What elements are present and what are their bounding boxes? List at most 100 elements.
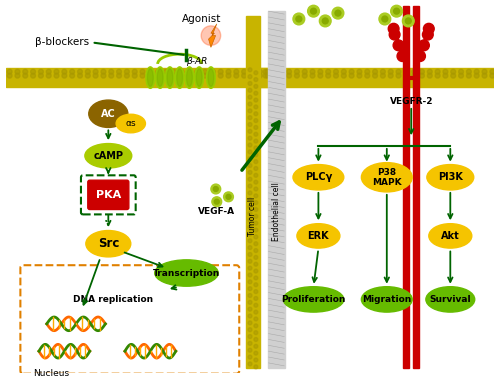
Text: β-AR: β-AR xyxy=(186,57,207,66)
Circle shape xyxy=(254,139,258,143)
Circle shape xyxy=(248,184,252,188)
Circle shape xyxy=(224,192,234,202)
Circle shape xyxy=(172,69,176,74)
Ellipse shape xyxy=(176,67,184,89)
Text: Akt: Akt xyxy=(441,231,460,241)
Circle shape xyxy=(254,365,258,369)
Circle shape xyxy=(254,255,258,259)
Circle shape xyxy=(390,5,402,17)
Circle shape xyxy=(202,69,207,74)
Circle shape xyxy=(86,73,90,78)
Text: PI3K: PI3K xyxy=(438,172,462,182)
Circle shape xyxy=(258,69,262,74)
Circle shape xyxy=(248,130,252,133)
Ellipse shape xyxy=(85,144,132,168)
Circle shape xyxy=(372,69,378,74)
Circle shape xyxy=(242,73,246,78)
Circle shape xyxy=(326,73,330,78)
Circle shape xyxy=(15,73,20,78)
Circle shape xyxy=(248,355,252,359)
Circle shape xyxy=(7,69,12,74)
Circle shape xyxy=(234,73,239,78)
Circle shape xyxy=(279,73,283,78)
Circle shape xyxy=(248,314,252,318)
Circle shape xyxy=(214,199,219,204)
Circle shape xyxy=(279,69,283,74)
Circle shape xyxy=(248,109,252,113)
Ellipse shape xyxy=(206,67,216,89)
Circle shape xyxy=(187,73,192,78)
Circle shape xyxy=(242,69,246,74)
Circle shape xyxy=(406,18,411,24)
Circle shape xyxy=(248,348,252,352)
Circle shape xyxy=(254,160,258,163)
Circle shape xyxy=(420,73,424,78)
Circle shape xyxy=(254,105,258,109)
Circle shape xyxy=(254,262,258,266)
Circle shape xyxy=(210,73,216,78)
Circle shape xyxy=(458,73,464,78)
Circle shape xyxy=(86,69,90,74)
Bar xyxy=(246,16,260,368)
Circle shape xyxy=(254,180,258,184)
Circle shape xyxy=(201,26,220,45)
Circle shape xyxy=(342,73,346,78)
Circle shape xyxy=(23,69,28,74)
Circle shape xyxy=(248,328,252,332)
Circle shape xyxy=(248,218,252,222)
Circle shape xyxy=(132,69,137,74)
Circle shape xyxy=(254,173,258,177)
Circle shape xyxy=(78,69,82,74)
Circle shape xyxy=(248,239,252,243)
Circle shape xyxy=(234,69,239,74)
Circle shape xyxy=(254,132,258,136)
Circle shape xyxy=(254,358,258,362)
Circle shape xyxy=(254,283,258,287)
Circle shape xyxy=(248,143,252,147)
Circle shape xyxy=(54,73,59,78)
Circle shape xyxy=(248,252,252,256)
Circle shape xyxy=(254,317,258,321)
Circle shape xyxy=(248,123,252,127)
Circle shape xyxy=(212,197,222,207)
Circle shape xyxy=(248,95,252,99)
Circle shape xyxy=(435,69,440,74)
Text: PLCγ: PLCγ xyxy=(304,172,332,182)
Circle shape xyxy=(294,69,300,74)
Circle shape xyxy=(424,24,434,34)
Circle shape xyxy=(254,221,258,225)
Circle shape xyxy=(254,228,258,232)
Circle shape xyxy=(179,73,184,78)
Circle shape xyxy=(70,73,74,78)
Circle shape xyxy=(310,8,316,14)
Circle shape xyxy=(286,73,292,78)
Circle shape xyxy=(156,73,160,78)
Circle shape xyxy=(443,73,448,78)
Circle shape xyxy=(474,73,479,78)
Circle shape xyxy=(254,112,258,116)
Circle shape xyxy=(420,69,424,74)
Circle shape xyxy=(38,73,44,78)
Circle shape xyxy=(140,73,145,78)
Ellipse shape xyxy=(297,224,340,248)
Circle shape xyxy=(254,269,258,273)
Circle shape xyxy=(254,146,258,150)
Circle shape xyxy=(254,249,258,252)
Circle shape xyxy=(254,125,258,130)
Circle shape xyxy=(248,198,252,202)
Circle shape xyxy=(458,69,464,74)
Text: DNA replication: DNA replication xyxy=(73,295,154,304)
Circle shape xyxy=(202,73,207,78)
Circle shape xyxy=(195,69,200,74)
Circle shape xyxy=(490,73,495,78)
Text: P38
MAPK: P38 MAPK xyxy=(372,168,402,187)
Circle shape xyxy=(30,69,36,74)
Circle shape xyxy=(342,69,346,74)
Circle shape xyxy=(78,73,82,78)
Circle shape xyxy=(248,163,252,168)
Ellipse shape xyxy=(362,287,412,312)
Circle shape xyxy=(248,341,252,345)
Circle shape xyxy=(310,69,315,74)
Text: PKA: PKA xyxy=(96,190,121,200)
Circle shape xyxy=(365,69,370,74)
